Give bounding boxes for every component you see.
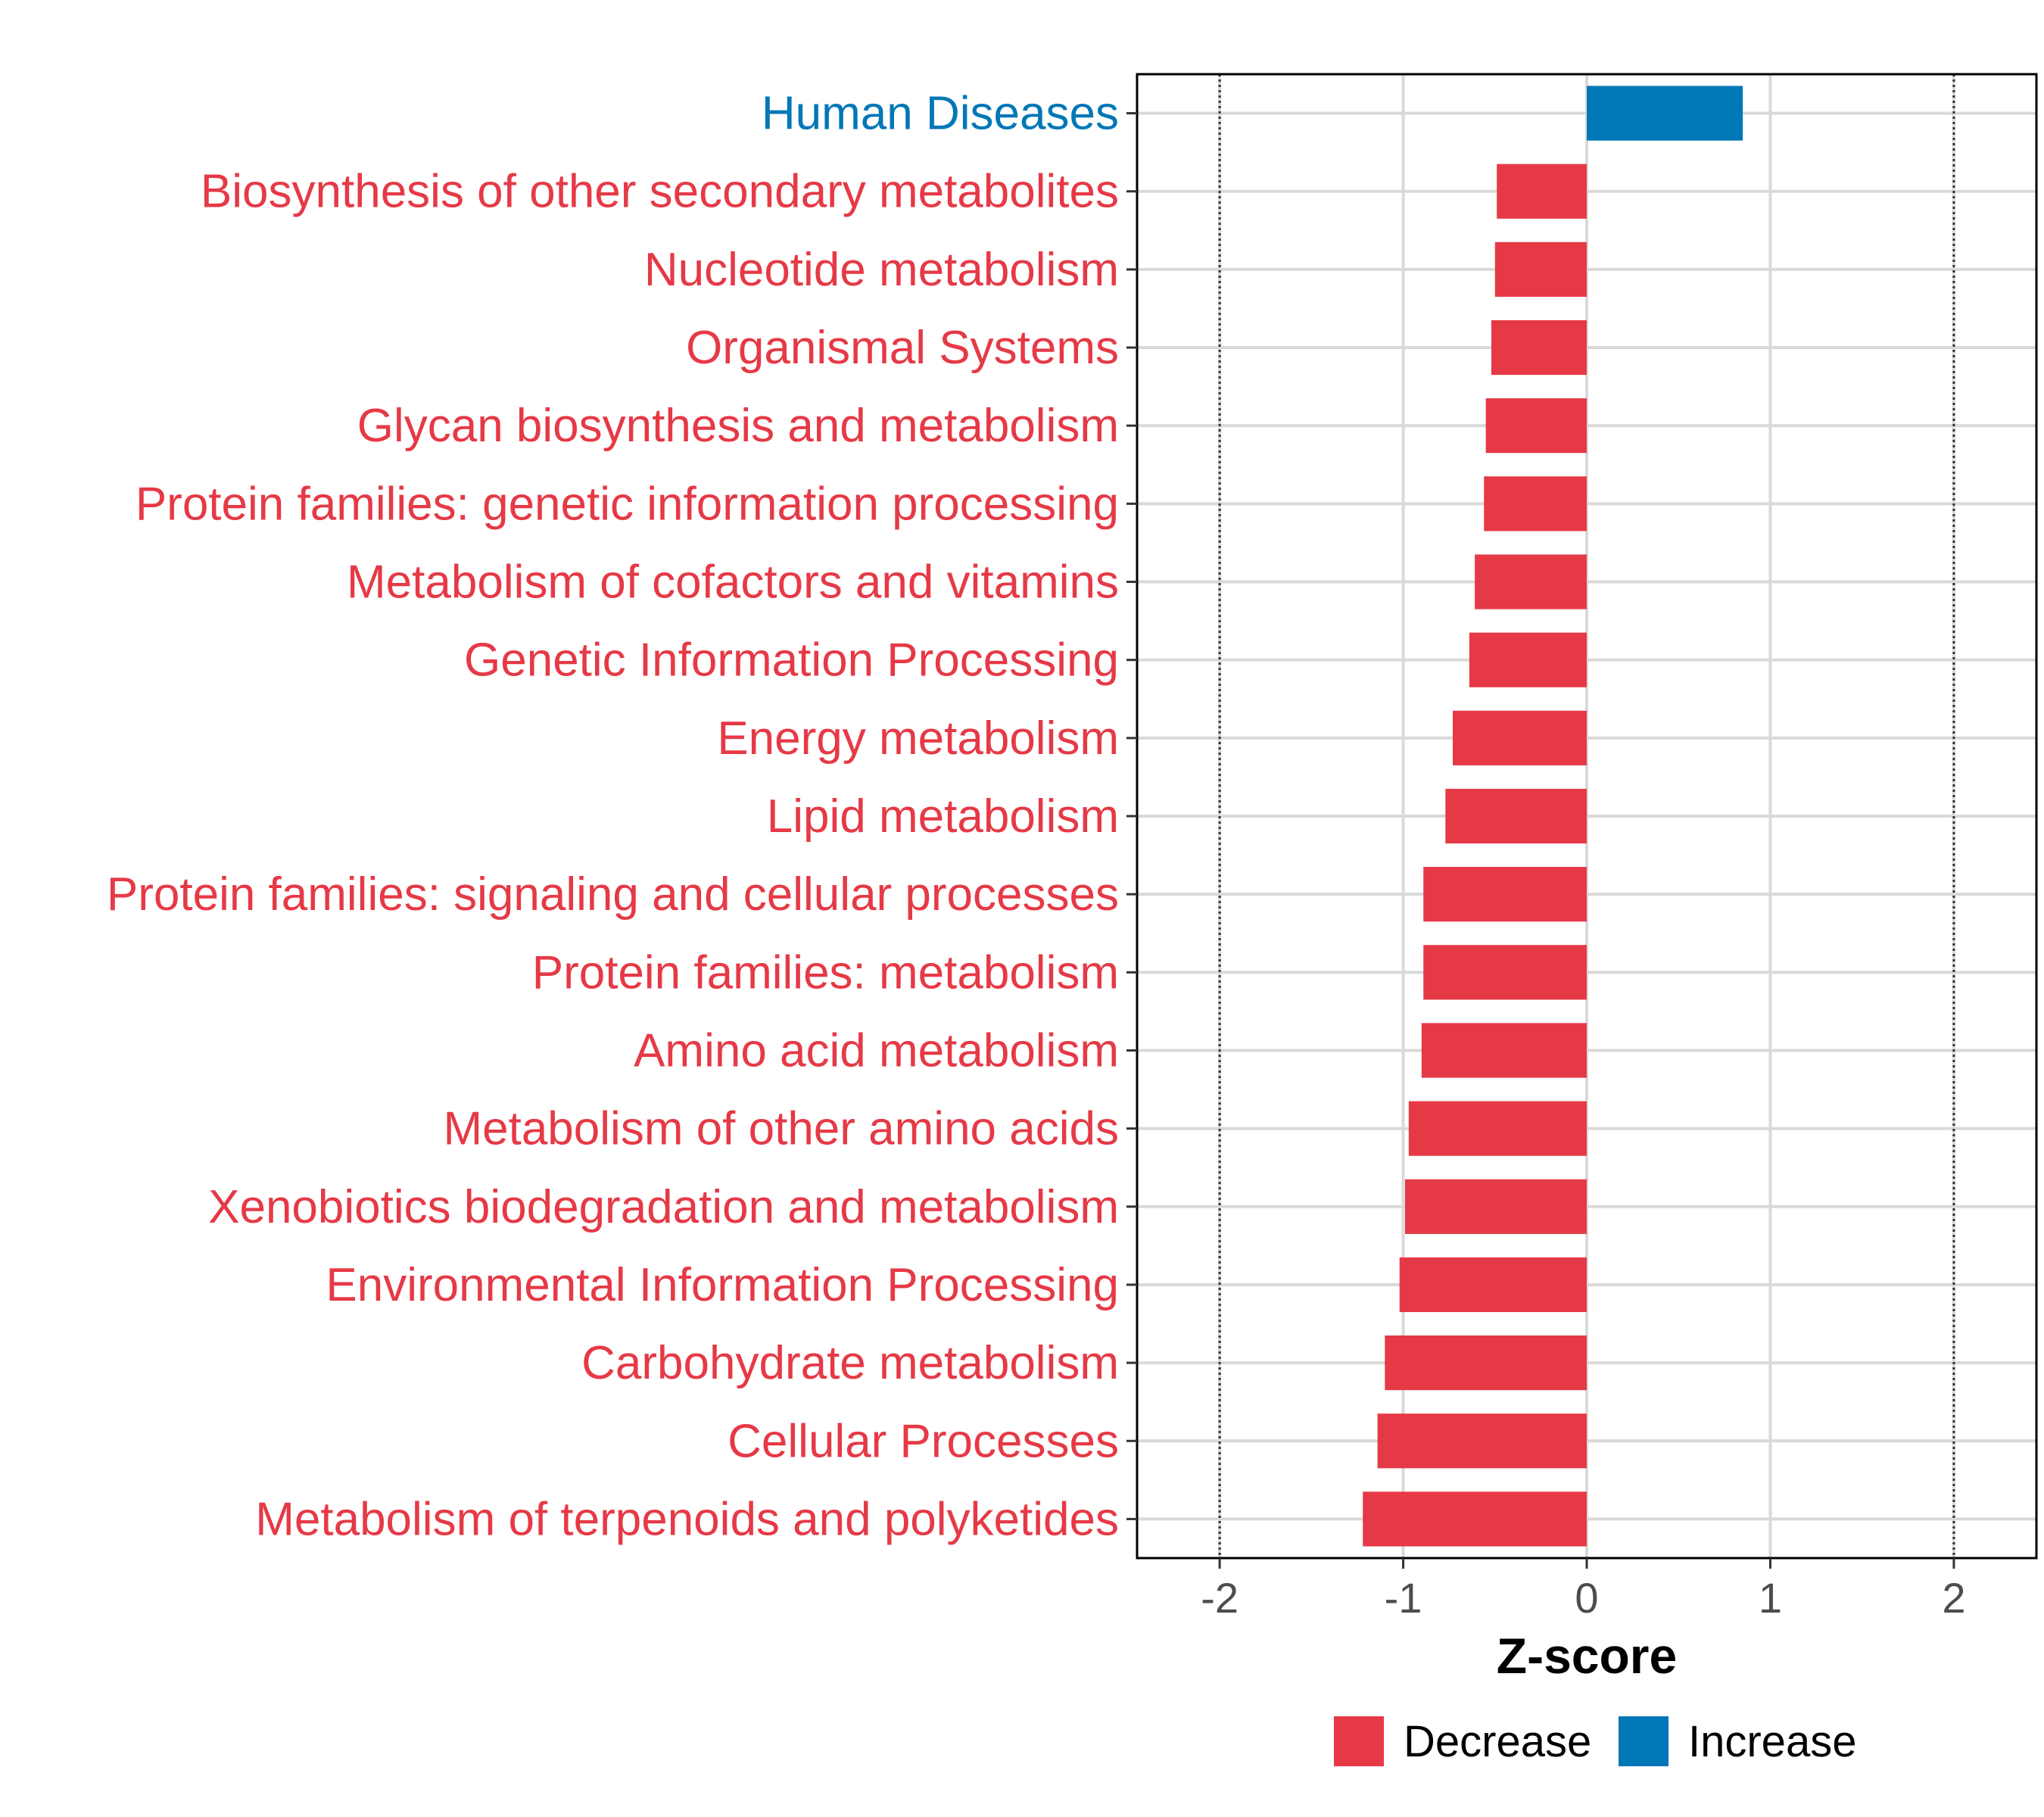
- bar: [1423, 945, 1587, 1000]
- legend-label: Increase: [1688, 1717, 1856, 1766]
- y-tick-label: Genetic Information Processing: [464, 634, 1119, 687]
- y-axis-ticks: Human Diseases Biosynthesis of other seco…: [107, 88, 1137, 1545]
- y-tick-label: Cellular Processes: [728, 1415, 1119, 1467]
- x-axis-title: Z-score: [1497, 1628, 1677, 1684]
- bar: [1385, 1335, 1587, 1391]
- y-tick-label: Biosynthesis of other secondary metaboli…: [201, 166, 1119, 218]
- bar: [1404, 1179, 1587, 1234]
- x-tick-label: -1: [1385, 1574, 1422, 1622]
- bar: [1363, 1491, 1587, 1547]
- y-tick-label: Lipid metabolism: [767, 790, 1119, 843]
- y-tick-label: Organismal Systems: [686, 322, 1119, 374]
- y-tick-label: Carbohydrate metabolism: [581, 1337, 1119, 1389]
- bar: [1423, 867, 1587, 922]
- bar: [1494, 242, 1587, 297]
- x-tick-label: 0: [1575, 1574, 1598, 1622]
- reference-lines: [1218, 74, 1955, 1558]
- y-tick-label: Metabolism of cofactors and vitamins: [347, 556, 1119, 609]
- y-tick-label: Environmental Information Processing: [326, 1259, 1119, 1311]
- bar: [1484, 476, 1587, 531]
- bar: [1421, 1023, 1587, 1078]
- bar: [1469, 632, 1587, 687]
- bar: [1399, 1257, 1587, 1313]
- bar: [1475, 554, 1587, 609]
- legend-swatch: [1334, 1716, 1384, 1766]
- y-tick-label: Metabolism of terpenoids and polyketides: [255, 1493, 1119, 1545]
- bar: [1377, 1413, 1587, 1469]
- y-tick-label: Glycan biosynthesis and metabolism: [357, 400, 1119, 452]
- bar: [1497, 164, 1587, 219]
- bar: [1491, 319, 1587, 376]
- x-tick-label: 1: [1759, 1574, 1782, 1622]
- bar: [1485, 398, 1587, 453]
- bar: [1587, 86, 1743, 141]
- bar: [1408, 1101, 1587, 1156]
- y-tick-label: Nucleotide metabolism: [644, 244, 1119, 296]
- x-axis-ticks: -2 -1 0 1 2: [1201, 1558, 1965, 1622]
- y-tick-label: Protein families: genetic information pr…: [136, 478, 1119, 530]
- y-tick-label: Human Diseases: [762, 88, 1119, 140]
- y-tick-label: Amino acid metabolism: [634, 1024, 1119, 1077]
- y-tick-label: Xenobiotics biodegradation and metabolis…: [208, 1181, 1119, 1233]
- x-tick-label: -2: [1201, 1574, 1239, 1622]
- y-tick-label: Energy metabolism: [717, 712, 1119, 765]
- legend-swatch: [1619, 1716, 1669, 1766]
- bar: [1445, 788, 1587, 844]
- legend: Decrease Increase: [1334, 1716, 1856, 1766]
- y-tick-label: Protein families: signaling and cellular…: [107, 868, 1119, 921]
- y-tick-label: Metabolism of other amino acids: [443, 1103, 1119, 1155]
- bars: [1363, 86, 1743, 1547]
- x-tick-label: 2: [1942, 1574, 1965, 1622]
- y-tick-label: Protein families: metabolism: [532, 946, 1119, 999]
- bar: [1453, 710, 1587, 765]
- legend-label: Decrease: [1404, 1717, 1591, 1766]
